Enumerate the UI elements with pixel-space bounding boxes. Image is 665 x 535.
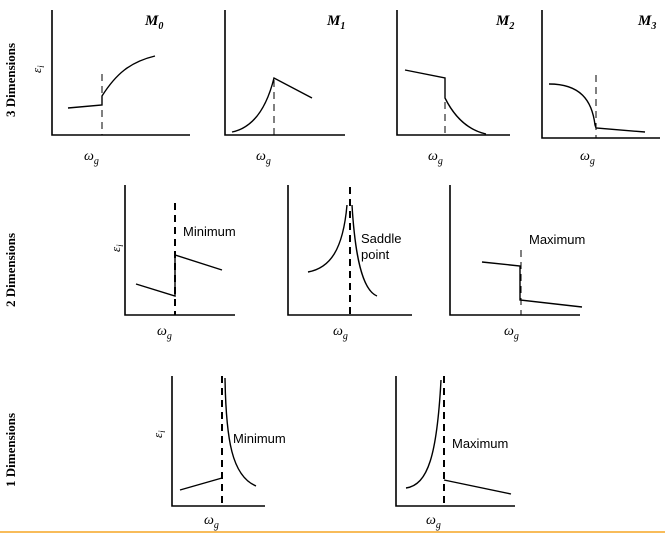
axes — [449, 185, 580, 316]
epsilon-curve-right — [224, 377, 257, 487]
epsilon-curve — [231, 76, 313, 133]
y-axis-label: εi — [29, 65, 46, 73]
axes — [541, 10, 660, 139]
epsilon-curve-left — [405, 379, 442, 489]
epsilon-curve — [404, 69, 487, 135]
y-axis-label: εi — [150, 430, 167, 438]
epsilon-curve-right — [443, 479, 512, 495]
x-tick-omega-g: ωg — [426, 513, 441, 531]
axes — [395, 376, 515, 507]
panel-3d-m0: M0 εi ωg — [29, 10, 190, 167]
annotation-label: Maximum — [529, 232, 585, 247]
epsilon-curve-left — [307, 204, 348, 273]
epsilon-curve-right — [351, 204, 378, 297]
epsilon-curve — [67, 55, 156, 109]
panel-3d-m2: M2 ωg — [396, 10, 514, 167]
panel-2d-minimum: εi Minimum ωg — [108, 185, 236, 342]
y-axis-label: εi — [108, 244, 125, 252]
x-tick-omega-g: ωg — [428, 149, 443, 167]
x-tick-omega-g: ωg — [256, 149, 271, 167]
annotation-label: Maximum — [452, 436, 508, 451]
x-tick-omega-g: ωg — [84, 149, 99, 167]
row-label-1d: 1 Dimensions — [3, 413, 18, 487]
epsilon-curve — [481, 261, 583, 308]
epsilon-curve — [548, 83, 646, 133]
panel-1d-minimum: εi Minimum ωg — [150, 376, 286, 531]
x-tick-omega-g: ωg — [157, 324, 172, 342]
panel-3d-m1: M1 ωg — [224, 10, 345, 167]
annotation-label: Saddle — [361, 231, 401, 246]
axes — [51, 10, 190, 136]
axes — [287, 185, 412, 316]
epsilon-curve — [135, 254, 223, 297]
annotation-label: point — [361, 247, 390, 262]
panel-3d-m3: M3 ωg — [541, 10, 660, 167]
x-tick-omega-g: ωg — [504, 324, 519, 342]
annotation-label: Minimum — [233, 431, 286, 446]
panel-2d-maximum: Maximum ωg — [449, 185, 585, 342]
x-tick-omega-g: ωg — [580, 149, 595, 167]
panel-title: M2 — [495, 13, 514, 32]
x-tick-omega-g: ωg — [204, 513, 219, 531]
panel-title: M0 — [144, 13, 163, 32]
panel-2d-saddle: Saddle point ωg — [287, 185, 412, 342]
row-label-2d: 2 Dimensions — [3, 233, 18, 307]
axes — [396, 10, 510, 136]
epsilon-curve-left — [179, 477, 223, 491]
axes — [224, 10, 345, 136]
panel-title: M1 — [326, 13, 345, 32]
row-label-3d: 3 Dimensions — [3, 43, 18, 117]
x-tick-omega-g: ωg — [333, 324, 348, 342]
axes — [124, 185, 235, 316]
panel-title: M3 — [637, 13, 656, 32]
annotation-label: Minimum — [183, 224, 236, 239]
axes — [171, 376, 265, 507]
panel-1d-maximum: Maximum ωg — [395, 376, 515, 531]
